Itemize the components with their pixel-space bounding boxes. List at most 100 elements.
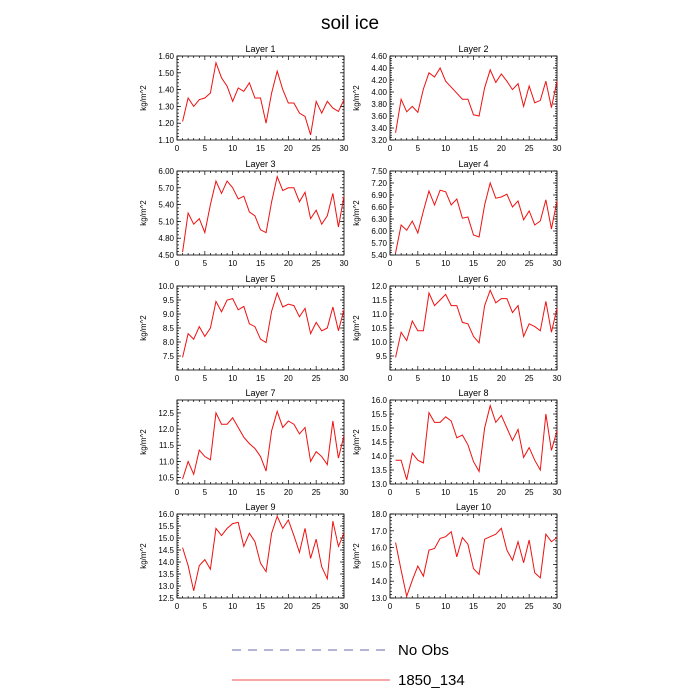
layer-7-series-line bbox=[182, 409, 345, 480]
layer-7-ylabel: kg/m^2 bbox=[139, 429, 148, 455]
layer-2-series-line bbox=[395, 66, 558, 133]
layer-3-xtick-label: 30 bbox=[340, 259, 349, 268]
layer-10-ytick-label: 17.0 bbox=[371, 527, 387, 536]
figure-title: soil ice bbox=[321, 13, 379, 34]
layer-4-title: Layer 4 bbox=[458, 159, 488, 169]
layer-1-xtick-label: 20 bbox=[284, 144, 293, 153]
layer-3-xtick-label: 10 bbox=[228, 259, 237, 268]
layer-2-ytick-label: 4.60 bbox=[371, 52, 387, 61]
layer-9-ytick-label: 13.5 bbox=[158, 570, 174, 579]
layer-5-xtick-label: 15 bbox=[256, 374, 265, 383]
layer-4-series-line bbox=[395, 181, 558, 254]
layer-5-ytick-label: 10.0 bbox=[158, 282, 174, 291]
layer-9-ytick-label: 15.0 bbox=[158, 534, 174, 543]
layer-9-ytick-label: 14.5 bbox=[158, 546, 174, 555]
layer-10-ytick-label: 14.0 bbox=[371, 577, 387, 586]
layer-2-ytick-label: 3.40 bbox=[371, 124, 387, 133]
layer-1-ytick-label: 1.40 bbox=[158, 86, 174, 95]
layer-4-plot-frame bbox=[389, 170, 558, 256]
layer-5-xtick-label: 0 bbox=[175, 374, 180, 383]
legend: No Obs 1850_134 bbox=[232, 642, 465, 689]
layer-8-ytick-label: 14.0 bbox=[371, 452, 387, 461]
layer-5-ytick-label: 7.5 bbox=[163, 352, 175, 361]
layer-6-xtick-label: 30 bbox=[553, 374, 562, 383]
layer-4-panel: Layer 4 0 5 10 15 20 25 30 5.40 5.70 6.00 6.30 6.60 6… bbox=[352, 159, 562, 268]
legend-label-1850-134: 1850_134 bbox=[398, 672, 465, 689]
layer-10-ytick-label: 15.0 bbox=[371, 560, 387, 569]
layer-7-xtick-label: 15 bbox=[256, 488, 265, 497]
layer-10-xtick-label: 5 bbox=[416, 602, 421, 611]
layer-9-xtick-label: 15 bbox=[256, 602, 265, 611]
layer-5-title: Layer 5 bbox=[245, 274, 275, 284]
layer-9-ytick-label: 13.0 bbox=[158, 582, 174, 591]
layer-7-xtick-label: 5 bbox=[203, 488, 208, 497]
layer-2-xtick-label: 25 bbox=[525, 144, 534, 153]
layer-1-ytick-label: 1.60 bbox=[158, 52, 174, 61]
layer-10-xtick-label: 10 bbox=[441, 602, 450, 611]
layer-4-xtick-label: 10 bbox=[441, 259, 450, 268]
layer-1-ylabel: kg/m^2 bbox=[139, 85, 148, 111]
layer-8-series-line bbox=[395, 403, 558, 480]
layer-3-xtick-label: 20 bbox=[284, 259, 293, 268]
layer-6-xtick-label: 10 bbox=[441, 374, 450, 383]
layer-9-ylabel: kg/m^2 bbox=[139, 543, 148, 569]
layer-6-ytick-label: 10.5 bbox=[371, 324, 387, 333]
layer-4-xtick-label: 20 bbox=[497, 259, 506, 268]
layer-9-xtick-label: 10 bbox=[228, 602, 237, 611]
layer-8-title: Layer 8 bbox=[458, 388, 488, 398]
layer-6-series-line bbox=[395, 288, 558, 358]
layer-3-xtick-label: 15 bbox=[256, 259, 265, 268]
layer-2-ytick-label: 3.20 bbox=[371, 136, 387, 145]
layer-9-xtick-label: 25 bbox=[312, 602, 321, 611]
layer-3-plot-frame bbox=[176, 170, 345, 256]
layer-3-ytick-label: 6.00 bbox=[158, 167, 174, 176]
layer-4-ytick-label: 6.90 bbox=[371, 191, 387, 200]
layer-2-plot-frame bbox=[389, 55, 558, 141]
layer-10-xtick-label: 20 bbox=[497, 602, 506, 611]
layer-3-series-line bbox=[182, 174, 345, 253]
layer-6-ytick-label: 12.0 bbox=[371, 282, 387, 291]
layer-9-xtick-label: 20 bbox=[284, 602, 293, 611]
layer-4-ylabel: kg/m^2 bbox=[352, 200, 361, 226]
layer-10-xtick-label: 25 bbox=[525, 602, 534, 611]
layer-8-ylabel: kg/m^2 bbox=[352, 429, 361, 455]
layer-7-panel: Layer 7 0 5 10 15 20 25 30 10.5 11.0 11.5 12.0 12.5 k… bbox=[139, 388, 349, 497]
layer-8-ytick-label: 15.0 bbox=[371, 424, 387, 433]
layer-5-ytick-label: 8.5 bbox=[163, 324, 175, 333]
layer-9-plot-frame bbox=[176, 513, 345, 599]
layer-9-series-line bbox=[182, 515, 345, 591]
layer-2-xtick-label: 20 bbox=[497, 144, 506, 153]
layer-3-ylabel: kg/m^2 bbox=[139, 200, 148, 226]
layer-7-plot-frame bbox=[176, 399, 345, 485]
layer-10-ytick-label: 13.0 bbox=[371, 594, 387, 603]
layer-6-xtick-label: 25 bbox=[525, 374, 534, 383]
layer-2-xtick-label: 10 bbox=[441, 144, 450, 153]
layer-1-ytick-label: 1.20 bbox=[158, 119, 174, 128]
layer-7-xtick-label: 0 bbox=[175, 488, 180, 497]
layer-9-xtick-label: 5 bbox=[203, 602, 208, 611]
layer-6-xtick-label: 15 bbox=[469, 374, 478, 383]
layer-1-panel: Layer 1 0 5 10 15 20 25 30 1.10 1.20 1.30 1.40 1.50 1… bbox=[139, 44, 349, 153]
layer-2-xtick-label: 0 bbox=[388, 144, 393, 153]
layer-10-ytick-label: 18.0 bbox=[371, 510, 387, 519]
layer-3-ytick-label: 5.10 bbox=[158, 217, 174, 226]
layer-3-xtick-label: 0 bbox=[175, 259, 180, 268]
layer-4-ytick-label: 7.50 bbox=[371, 167, 387, 176]
layer-9-ytick-label: 15.5 bbox=[158, 522, 174, 531]
layer-4-ytick-label: 5.40 bbox=[371, 251, 387, 260]
layer-1-xtick-label: 25 bbox=[312, 144, 321, 153]
layer-7-ytick-label: 10.5 bbox=[158, 474, 174, 483]
layer-2-ytick-label: 4.20 bbox=[371, 76, 387, 85]
layer-4-xtick-label: 0 bbox=[388, 259, 393, 268]
layer-2-xtick-label: 30 bbox=[553, 144, 562, 153]
layer-6-xtick-label: 0 bbox=[388, 374, 393, 383]
layer-6-plot-frame bbox=[389, 285, 558, 371]
layer-6-ytick-label: 9.5 bbox=[376, 352, 388, 361]
layer-6-ytick-label: 10.0 bbox=[371, 338, 387, 347]
layer-7-ytick-label: 12.5 bbox=[158, 409, 174, 418]
legend-label-no-obs: No Obs bbox=[398, 642, 449, 659]
layer-6-xtick-label: 20 bbox=[497, 374, 506, 383]
layer-8-ytick-label: 13.0 bbox=[371, 480, 387, 489]
layer-6-ytick-label: 11.0 bbox=[372, 310, 388, 319]
